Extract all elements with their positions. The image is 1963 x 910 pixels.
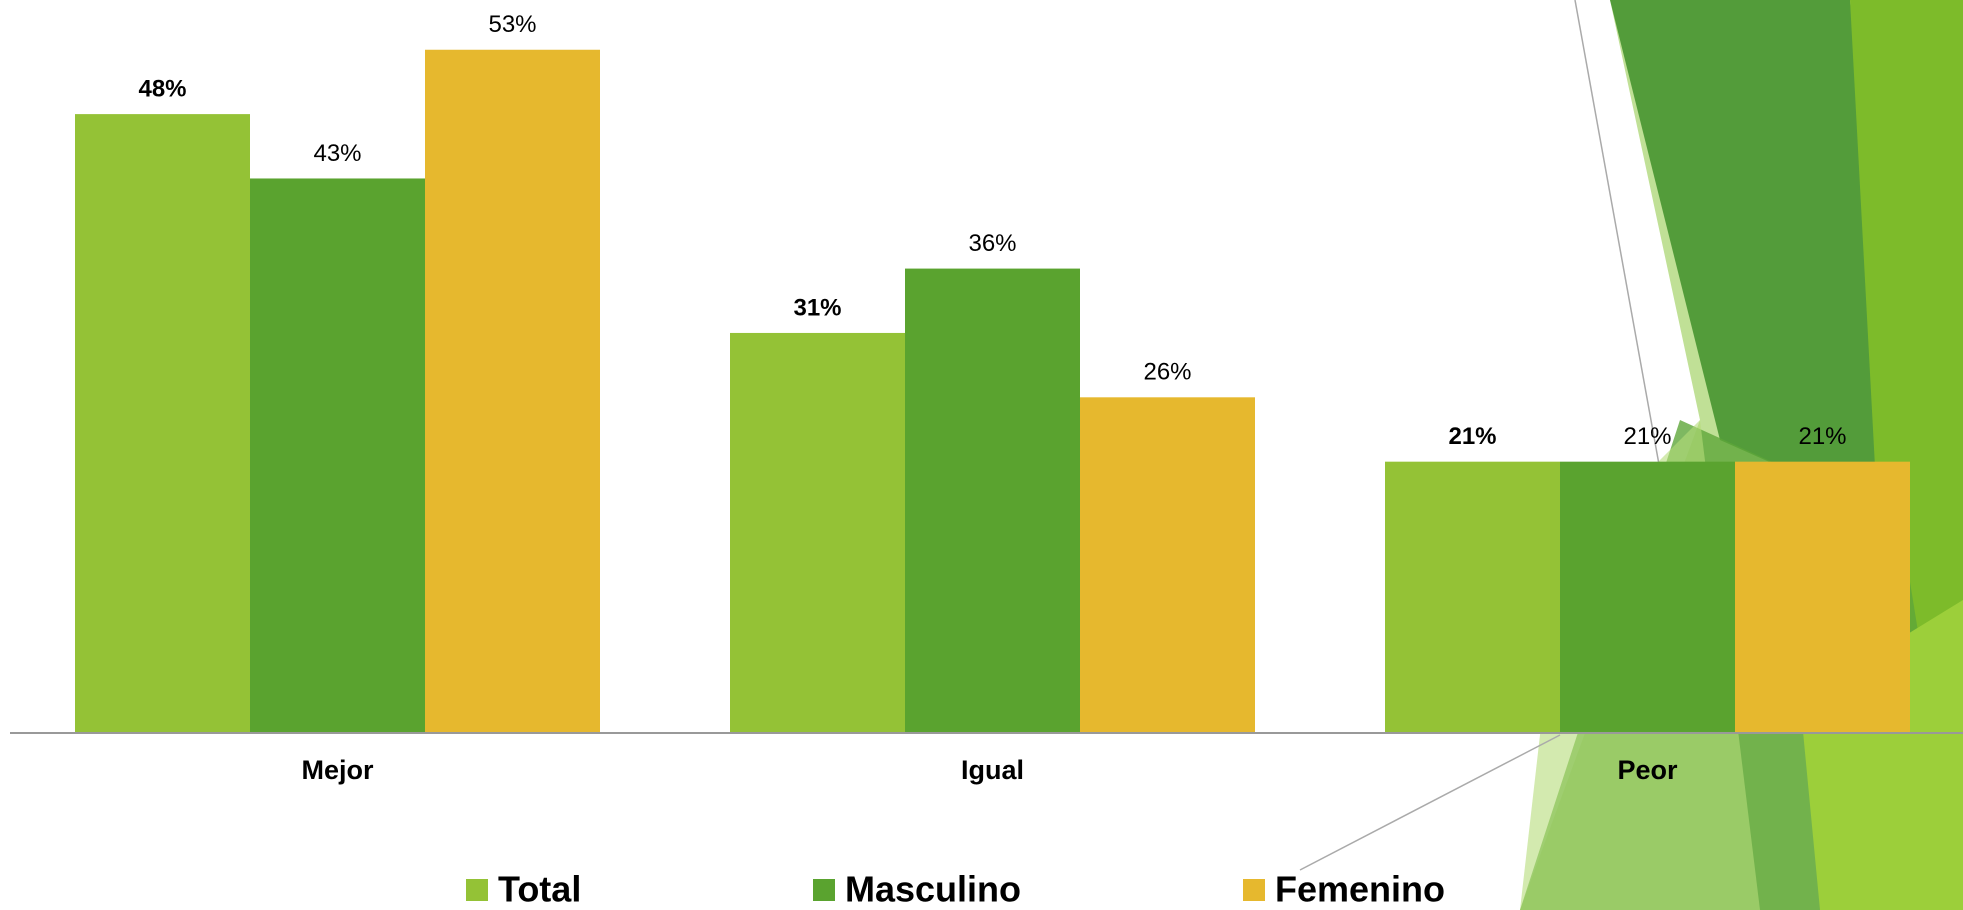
legend-label: Femenino: [1275, 869, 1445, 910]
value-label: 43%: [313, 140, 361, 167]
x-tick-label: Igual: [961, 755, 1024, 785]
value-label: 21%: [1448, 423, 1496, 450]
value-label: 31%: [793, 294, 841, 321]
bar: [905, 268, 1080, 732]
bar: [75, 114, 250, 733]
value-label: 21%: [1798, 423, 1846, 450]
bar: [1385, 461, 1560, 732]
bar: [1080, 397, 1255, 732]
value-label: 48%: [138, 75, 186, 102]
legend-swatch: [813, 879, 835, 901]
bar: [250, 178, 425, 733]
value-label: 26%: [1143, 359, 1191, 386]
bar: [1735, 461, 1910, 732]
x-tick-label: Mejor: [301, 755, 374, 785]
x-tick-label: Peor: [1617, 755, 1678, 785]
legend-swatch: [1243, 879, 1265, 901]
value-label: 21%: [1623, 423, 1671, 450]
legend-label: Total: [498, 869, 581, 910]
bar: [730, 332, 905, 732]
value-label: 36%: [968, 230, 1016, 257]
legend-label: Masculino: [845, 869, 1021, 910]
bar: [425, 49, 600, 732]
value-label: 53%: [488, 11, 536, 38]
bar: [1560, 461, 1735, 732]
legend-swatch: [466, 879, 488, 901]
